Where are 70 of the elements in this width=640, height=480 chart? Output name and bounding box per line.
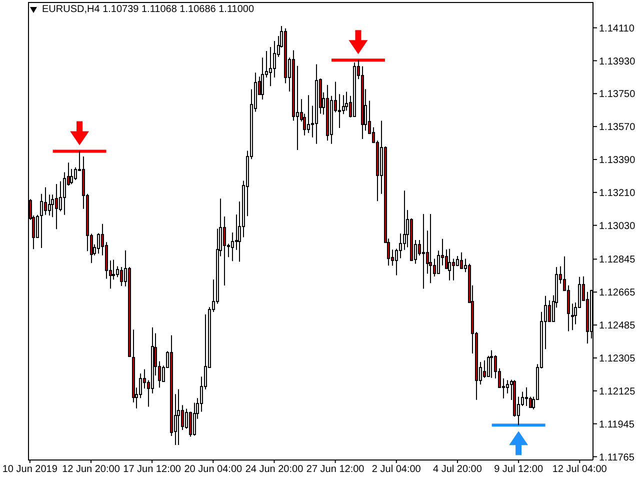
x-tick-label: 4 Jul 20:00 bbox=[433, 464, 482, 476]
candlestick bbox=[193, 402, 196, 436]
candlestick bbox=[525, 386, 528, 407]
candlestick bbox=[261, 57, 264, 100]
candlestick bbox=[177, 388, 180, 446]
candlestick bbox=[448, 248, 451, 281]
x-tick-label: 12 Jul 04:00 bbox=[552, 464, 608, 476]
candlestick bbox=[116, 266, 119, 278]
y-tick-label: 1.12485 bbox=[599, 320, 636, 332]
candlestick bbox=[120, 266, 123, 287]
candlestick bbox=[490, 350, 493, 378]
candlestick bbox=[235, 214, 238, 250]
candlestick bbox=[273, 40, 276, 78]
candlestick bbox=[529, 396, 532, 408]
candlestick bbox=[418, 239, 421, 256]
y-tick-label: 1.13930 bbox=[599, 56, 636, 68]
candlestick bbox=[571, 303, 574, 331]
candlestick bbox=[139, 372, 142, 399]
candlestick bbox=[548, 300, 551, 322]
x-tick-label: 17 Jun 12:00 bbox=[123, 464, 182, 476]
candlestick bbox=[403, 190, 406, 250]
candlestick bbox=[231, 232, 234, 262]
candlestick bbox=[307, 94, 310, 134]
y-tick-label: 1.13030 bbox=[599, 220, 636, 232]
candlestick bbox=[460, 252, 463, 269]
y-tick-label: 1.11945 bbox=[599, 419, 635, 430]
x-tick-label: 24 Jun 20:00 bbox=[245, 464, 304, 476]
candlestick bbox=[63, 172, 66, 216]
candlestick bbox=[506, 380, 509, 394]
y-tick-label: 1.11765 bbox=[599, 452, 635, 464]
candlestick bbox=[269, 46, 272, 87]
candlestick bbox=[433, 258, 436, 278]
x-tick-label: 20 Jun 04:00 bbox=[184, 464, 243, 476]
y-tick-label: 1.12125 bbox=[599, 386, 636, 398]
candlestick bbox=[429, 213, 432, 284]
candlestick bbox=[399, 233, 402, 259]
y-tick-label: 1.12665 bbox=[599, 288, 636, 299]
x-tick-label: 10 Jun 2019 bbox=[2, 464, 58, 476]
candlestick bbox=[342, 94, 345, 115]
candlestick bbox=[40, 193, 43, 249]
candlestick bbox=[483, 360, 486, 378]
candlestick bbox=[59, 180, 62, 212]
candlestick bbox=[51, 194, 54, 218]
candlestick bbox=[422, 213, 425, 290]
candlestick bbox=[74, 166, 77, 180]
candlestick bbox=[338, 94, 341, 129]
candlestick bbox=[97, 232, 100, 254]
y-tick-label: 1.14110 bbox=[599, 23, 635, 34]
candlestick bbox=[181, 404, 184, 431]
x-tick-label: 9 Jul 12:00 bbox=[494, 464, 544, 476]
y-tick-label: 1.13390 bbox=[599, 155, 636, 166]
candlestick bbox=[70, 168, 73, 185]
y-tick-label: 1.13210 bbox=[599, 188, 636, 199]
candlestick bbox=[437, 250, 440, 274]
candlestick bbox=[112, 259, 115, 280]
chart-title: EURUSD,H4 1.10739 1.11068 1.10686 1.11000 bbox=[42, 4, 254, 16]
x-tick-label: 12 Jun 20:00 bbox=[62, 464, 120, 476]
candlestick bbox=[55, 183, 58, 230]
candlestick bbox=[452, 258, 455, 281]
y-tick-label: 1.13750 bbox=[599, 89, 636, 100]
candlestick bbox=[48, 194, 51, 216]
candlestick bbox=[36, 214, 39, 238]
candlestick bbox=[189, 411, 192, 438]
candlestick bbox=[223, 216, 226, 286]
x-tick-label: 2 Jul 04:00 bbox=[372, 464, 422, 476]
x-tick-label: 27 Jun 12:00 bbox=[306, 464, 365, 476]
y-tick-label: 1.12845 bbox=[599, 254, 636, 266]
y-tick-label: 1.13570 bbox=[599, 122, 636, 134]
y-tick-label: 1.12305 bbox=[599, 353, 636, 364]
candlestick bbox=[44, 186, 47, 216]
